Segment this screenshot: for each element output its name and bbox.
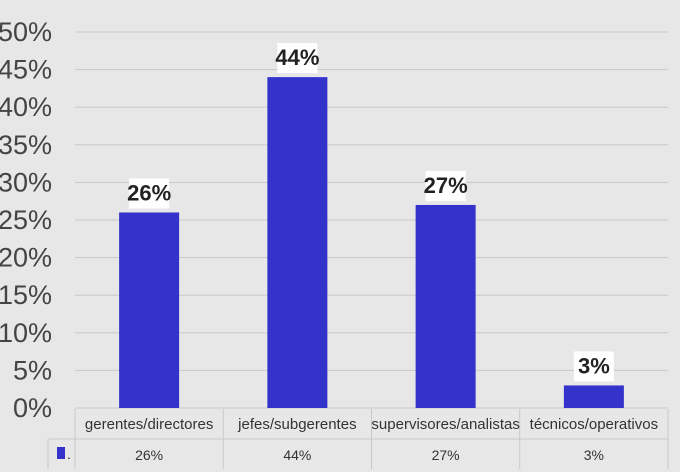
data-label: 3%: [578, 353, 610, 378]
y-tick-label: 30%: [0, 167, 52, 197]
x-category-label: jefes/subgerentes: [237, 416, 356, 433]
legend-key: [57, 447, 65, 459]
y-tick-label: 35%: [0, 130, 52, 160]
table-value-cell: 3%: [584, 447, 604, 463]
bar: [563, 385, 624, 408]
data-table: gerentes/directores jefes/subgerentes supe…: [47, 409, 669, 469]
data-labels: 26% 44% 27% 3%: [127, 43, 614, 382]
y-tick-label: 40%: [0, 92, 52, 122]
x-category-label: técnicos/operativos: [530, 416, 658, 433]
y-tick-label: 0%: [13, 393, 52, 423]
table-value-cell: 26%: [135, 447, 163, 463]
table-value-cell: 44%: [283, 447, 311, 463]
y-tick-label: 25%: [0, 205, 52, 235]
y-tick-label: 20%: [0, 243, 52, 273]
bar: [119, 212, 180, 408]
y-tick-label: 10%: [0, 318, 52, 348]
y-tick-label: 50%: [0, 17, 52, 47]
bar: [267, 77, 328, 409]
data-label: 44%: [275, 45, 319, 70]
y-tick-label: 15%: [0, 280, 52, 310]
x-category-label: supervisores/analistas: [371, 416, 519, 433]
table-value-cell: 27%: [432, 447, 460, 463]
x-category-label: gerentes/directores: [85, 416, 213, 433]
y-axis-ticks: 0% 5% 10% 15% 20% 25% 30% 35% 40% 45% 50%: [0, 17, 52, 423]
data-label: 27%: [424, 173, 468, 198]
bars: [119, 77, 624, 409]
data-label-background: [573, 351, 614, 382]
data-label-background: [425, 170, 466, 201]
data-label: 26%: [127, 180, 171, 205]
bar: [415, 204, 476, 408]
data-label-background: [129, 178, 170, 209]
y-tick-label: 45%: [0, 55, 52, 85]
y-tick-label: 5%: [13, 355, 52, 385]
data-label-background: [277, 43, 318, 74]
table-row-marker: .: [67, 446, 71, 462]
